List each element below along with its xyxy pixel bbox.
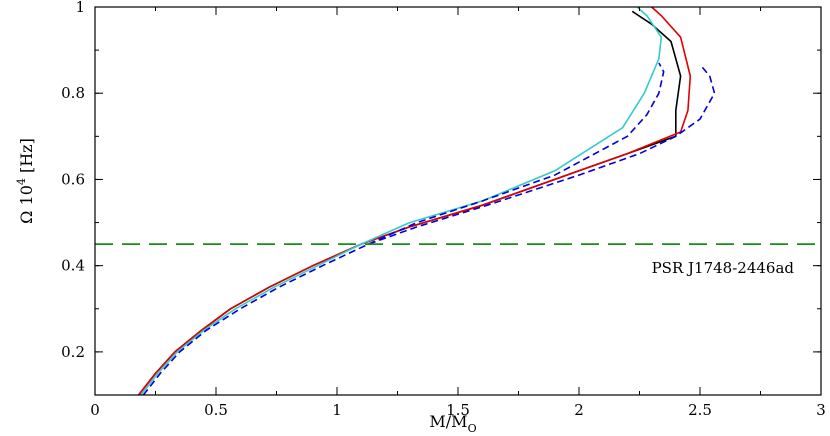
x-tick-label: 0.5	[204, 401, 228, 419]
x-axis-title-main: M/M	[429, 412, 467, 431]
tick-layer: 0 0.5 1 1.5 2 2.5 3 0.2 0.4 0.6 0.8 1	[61, 0, 826, 419]
plot-frame	[94, 6, 822, 396]
y-tick-label: 0.4	[61, 257, 85, 275]
y-tick-label: 0.8	[61, 84, 85, 102]
series-line-1	[137, 10, 682, 396]
reference-line-label: PSR J1748-2446ad	[652, 259, 795, 277]
series-line-3	[140, 6, 663, 396]
x-tick-label: 2	[574, 401, 584, 419]
y-axis-title-unit: [Hz]	[17, 138, 36, 178]
y-tick-label: 1	[75, 0, 85, 16]
x-tick-label: 1.5	[446, 401, 470, 419]
x-axis-title: M/MO	[429, 412, 476, 435]
y-axis-title-main: Ω 10	[17, 185, 36, 224]
y-axis-title-superscript: 4	[15, 178, 28, 185]
x-tick-label: 0	[90, 401, 100, 419]
x-tick-label: 2.5	[688, 401, 712, 419]
y-axis-title: Ω 104 [Hz]	[15, 138, 36, 224]
series-layer	[137, 6, 716, 396]
series-line-4	[142, 66, 716, 396]
x-axis-title-subscript: O	[468, 422, 477, 435]
y-tick-label: 0.6	[61, 170, 85, 188]
y-tick-label: 0.2	[61, 343, 85, 361]
x-tick-label: 1	[332, 401, 342, 419]
x-tick-label: 3	[816, 401, 826, 419]
series-line-5	[368, 62, 665, 245]
series-line-2	[137, 6, 692, 396]
